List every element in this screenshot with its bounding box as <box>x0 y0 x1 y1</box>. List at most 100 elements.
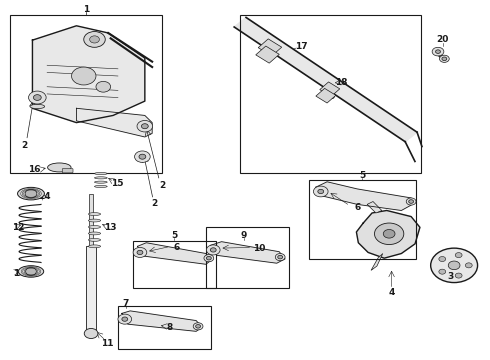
Circle shape <box>204 255 214 262</box>
Circle shape <box>33 95 41 100</box>
Ellipse shape <box>88 213 100 216</box>
Circle shape <box>139 154 146 159</box>
Text: 16: 16 <box>27 166 40 175</box>
Text: 14: 14 <box>38 192 51 201</box>
Circle shape <box>431 248 478 283</box>
Circle shape <box>90 36 99 43</box>
Circle shape <box>406 198 416 205</box>
Text: 11: 11 <box>101 339 114 348</box>
Text: 5: 5 <box>359 171 366 180</box>
Ellipse shape <box>95 181 107 183</box>
Polygon shape <box>76 108 152 137</box>
Text: 5: 5 <box>171 231 177 240</box>
Circle shape <box>374 223 404 244</box>
Circle shape <box>137 121 153 132</box>
Text: 15: 15 <box>111 179 123 188</box>
Bar <box>240 15 421 173</box>
FancyBboxPatch shape <box>62 168 73 173</box>
Ellipse shape <box>95 185 107 188</box>
Circle shape <box>432 47 444 56</box>
Text: 14: 14 <box>13 269 25 278</box>
Circle shape <box>440 55 449 62</box>
Ellipse shape <box>88 245 100 248</box>
Circle shape <box>439 257 446 261</box>
Ellipse shape <box>48 163 71 172</box>
Text: 2: 2 <box>21 141 27 150</box>
Polygon shape <box>138 243 212 264</box>
Circle shape <box>442 57 447 60</box>
Text: 12: 12 <box>12 223 24 232</box>
Polygon shape <box>234 17 417 142</box>
Text: 20: 20 <box>437 35 449 44</box>
Bar <box>118 306 211 348</box>
Text: 4: 4 <box>389 288 395 297</box>
Circle shape <box>455 273 462 278</box>
Text: 13: 13 <box>104 223 117 232</box>
Ellipse shape <box>88 219 100 222</box>
Bar <box>133 241 216 288</box>
Circle shape <box>448 261 460 270</box>
Text: 6: 6 <box>173 243 180 252</box>
Text: 2: 2 <box>159 181 165 190</box>
Circle shape <box>206 256 211 260</box>
Ellipse shape <box>88 232 100 235</box>
Circle shape <box>278 255 283 259</box>
Bar <box>309 180 416 259</box>
Text: 7: 7 <box>122 299 129 308</box>
Text: 17: 17 <box>295 42 308 51</box>
Circle shape <box>28 91 46 104</box>
Circle shape <box>196 324 200 328</box>
Circle shape <box>122 317 128 321</box>
Text: 6: 6 <box>354 203 361 212</box>
Text: 19: 19 <box>323 92 336 101</box>
Bar <box>316 89 336 103</box>
Circle shape <box>135 151 150 162</box>
Circle shape <box>436 50 441 53</box>
Text: 9: 9 <box>241 231 247 240</box>
Circle shape <box>25 189 37 198</box>
Ellipse shape <box>95 177 107 179</box>
Polygon shape <box>371 253 383 270</box>
Circle shape <box>210 248 216 252</box>
Text: 8: 8 <box>166 323 172 332</box>
Circle shape <box>466 263 472 268</box>
Bar <box>10 15 162 173</box>
Bar <box>86 246 96 330</box>
Circle shape <box>118 314 132 324</box>
Circle shape <box>84 32 105 47</box>
Bar <box>206 226 289 288</box>
Ellipse shape <box>18 266 44 277</box>
Circle shape <box>72 67 96 85</box>
Circle shape <box>318 189 324 194</box>
Circle shape <box>193 323 203 330</box>
Bar <box>89 194 93 246</box>
Text: 2: 2 <box>151 199 158 208</box>
Polygon shape <box>122 311 202 331</box>
Circle shape <box>25 267 36 275</box>
Circle shape <box>96 81 111 92</box>
Circle shape <box>137 250 143 255</box>
Circle shape <box>84 328 98 338</box>
Bar <box>256 46 279 63</box>
Circle shape <box>133 247 147 257</box>
Ellipse shape <box>30 104 45 109</box>
Bar <box>258 39 282 56</box>
Polygon shape <box>356 211 420 258</box>
Ellipse shape <box>88 226 100 228</box>
Bar <box>320 82 340 96</box>
Circle shape <box>383 229 395 238</box>
Circle shape <box>206 245 220 255</box>
Circle shape <box>142 124 148 129</box>
Circle shape <box>455 253 462 258</box>
Polygon shape <box>367 202 382 213</box>
Ellipse shape <box>18 187 45 200</box>
Text: 3: 3 <box>447 272 453 281</box>
Ellipse shape <box>95 172 107 175</box>
Polygon shape <box>316 182 411 211</box>
Polygon shape <box>32 26 145 123</box>
Polygon shape <box>211 242 285 263</box>
Text: 18: 18 <box>336 78 348 87</box>
Circle shape <box>439 269 446 274</box>
Circle shape <box>314 186 328 197</box>
Text: 10: 10 <box>253 244 266 253</box>
